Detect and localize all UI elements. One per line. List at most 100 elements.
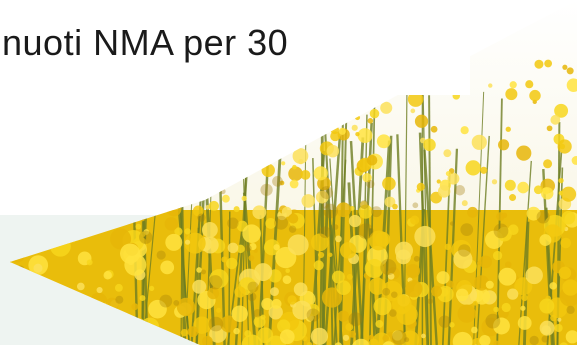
- flower-cluster: [52, 335, 70, 345]
- flower-cluster: [209, 325, 227, 343]
- flower-cluster: [201, 236, 219, 254]
- flower-cluster: [10, 319, 15, 333]
- flower-cluster: [375, 231, 391, 247]
- flower-cluster: [184, 239, 191, 245]
- flower-cluster: [471, 326, 478, 334]
- flower-cluster: [10, 248, 12, 267]
- heading-fragment-cut: [66, 0, 426, 8]
- flower-shadow: [320, 186, 334, 200]
- flower-cluster: [423, 138, 436, 152]
- flower-cluster: [63, 157, 70, 164]
- flower-cluster: [310, 107, 323, 120]
- flower-cluster: [274, 114, 285, 125]
- flower-cluster: [12, 240, 28, 256]
- flower-cluster: [449, 322, 455, 328]
- flower-cluster: [313, 260, 324, 271]
- flower-cluster: [82, 324, 104, 345]
- flower-cluster: [407, 91, 424, 107]
- flower-cluster: [561, 210, 576, 225]
- flower-cluster: [254, 141, 270, 156]
- flower-shadow: [366, 179, 375, 189]
- flower-cluster: [56, 328, 71, 342]
- flower-cluster: [140, 317, 160, 337]
- flower-cluster: [287, 234, 309, 256]
- flower-cluster: [376, 134, 391, 149]
- flower-stem: [496, 98, 503, 345]
- flower-cluster: [43, 286, 62, 305]
- flower-shadow: [359, 200, 369, 209]
- flower-cluster: [241, 334, 263, 345]
- flower-shadow: [201, 269, 206, 275]
- flower-cluster: [184, 232, 206, 254]
- flower-cluster: [188, 148, 195, 154]
- flower-cluster: [182, 184, 198, 200]
- flower-cluster: [74, 219, 82, 227]
- flower-shadow: [370, 206, 382, 218]
- flower-cluster: [138, 318, 144, 325]
- flower-cluster: [48, 151, 63, 165]
- flower-shadow: [115, 295, 124, 304]
- flower-shadow: [159, 294, 173, 308]
- flower-shadow: [319, 226, 331, 239]
- flower-cluster: [165, 233, 183, 251]
- flower-cluster: [196, 267, 202, 273]
- flower-cluster: [488, 83, 493, 88]
- flower-cluster: [241, 195, 247, 202]
- flower-cluster: [134, 335, 143, 344]
- flower-cluster: [91, 217, 100, 226]
- flower-cluster: [480, 166, 488, 174]
- flower-cluster: [461, 200, 468, 207]
- flower-cluster: [493, 317, 510, 335]
- flower-cluster: [550, 114, 561, 125]
- flower-cluster: [221, 256, 228, 263]
- flower-cluster: [357, 128, 373, 144]
- flower-cluster: [150, 140, 165, 155]
- flower-cluster: [491, 179, 498, 185]
- flower-cluster: [565, 330, 577, 344]
- flower-cluster: [539, 298, 555, 314]
- flower-cluster: [336, 280, 351, 296]
- flower-cluster: [10, 288, 15, 310]
- flower-shadow: [541, 335, 549, 343]
- flower-cluster: [501, 212, 508, 218]
- flower-cluster: [262, 134, 272, 145]
- flower-cluster: [444, 243, 452, 251]
- flower-cluster: [467, 206, 478, 218]
- flower-shadow: [185, 179, 195, 190]
- flower-cluster: [453, 249, 473, 269]
- flower-cluster: [443, 149, 452, 158]
- flower-cluster: [224, 170, 236, 182]
- flower-cluster: [13, 294, 36, 317]
- flower-cluster: [446, 280, 454, 289]
- flower-shadow: [274, 215, 289, 230]
- flower-cluster: [382, 176, 396, 191]
- flower-cluster: [254, 263, 273, 282]
- flower-cluster: [338, 127, 346, 135]
- flower-cluster: [472, 300, 478, 306]
- flower-cluster: [43, 303, 54, 314]
- flower-cluster: [150, 335, 163, 345]
- flower-cluster: [77, 138, 84, 145]
- flower-cluster: [517, 181, 529, 194]
- flower-cluster: [261, 163, 275, 177]
- flower-cluster: [560, 186, 577, 202]
- heading-line: nuoti NMA per 30: [2, 22, 289, 63]
- flower-shadow: [566, 305, 575, 315]
- flower-cluster: [220, 165, 228, 174]
- flower-cluster: [525, 80, 534, 89]
- flower-cluster: [542, 187, 550, 195]
- flower-cluster: [138, 213, 146, 222]
- flower-cluster: [83, 331, 89, 337]
- flower-cluster: [13, 271, 36, 294]
- flower-cluster: [292, 164, 297, 170]
- flower-cluster: [82, 316, 95, 329]
- flower-cluster: [10, 154, 26, 169]
- flower-cluster: [44, 131, 51, 138]
- flower-shadow: [458, 244, 471, 257]
- flower-cluster: [410, 215, 420, 225]
- flower-stem: [518, 160, 532, 345]
- flower-cluster: [27, 166, 38, 177]
- flower-cluster: [221, 194, 230, 203]
- flower-cluster: [526, 206, 541, 221]
- flower-cluster: [384, 196, 396, 208]
